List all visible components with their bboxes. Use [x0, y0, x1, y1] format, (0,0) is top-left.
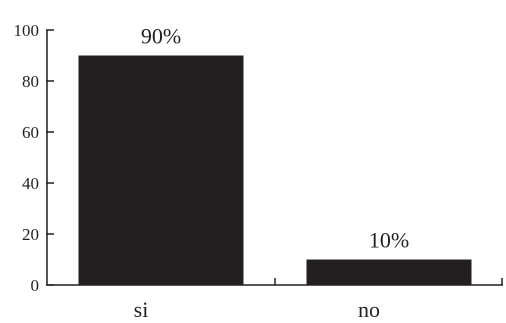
y-tick-label: 80 [22, 72, 39, 91]
y-tick-label: 0 [31, 276, 40, 295]
bar-no [306, 259, 472, 285]
y-tick-label: 20 [22, 225, 39, 244]
data-labels: 90% 10% [141, 24, 409, 253]
y-axis: 0 20 40 60 80 100 [14, 21, 54, 295]
y-tick-label: 40 [22, 174, 39, 193]
bars [78, 55, 472, 285]
data-label-no: 10% [369, 228, 409, 253]
y-tick-label: 60 [22, 123, 39, 142]
bar-si [78, 55, 244, 285]
data-label-si: 90% [141, 24, 181, 49]
category-label-no: no [358, 297, 380, 322]
category-label-si: si [134, 297, 149, 322]
y-tick-label: 100 [14, 21, 40, 40]
